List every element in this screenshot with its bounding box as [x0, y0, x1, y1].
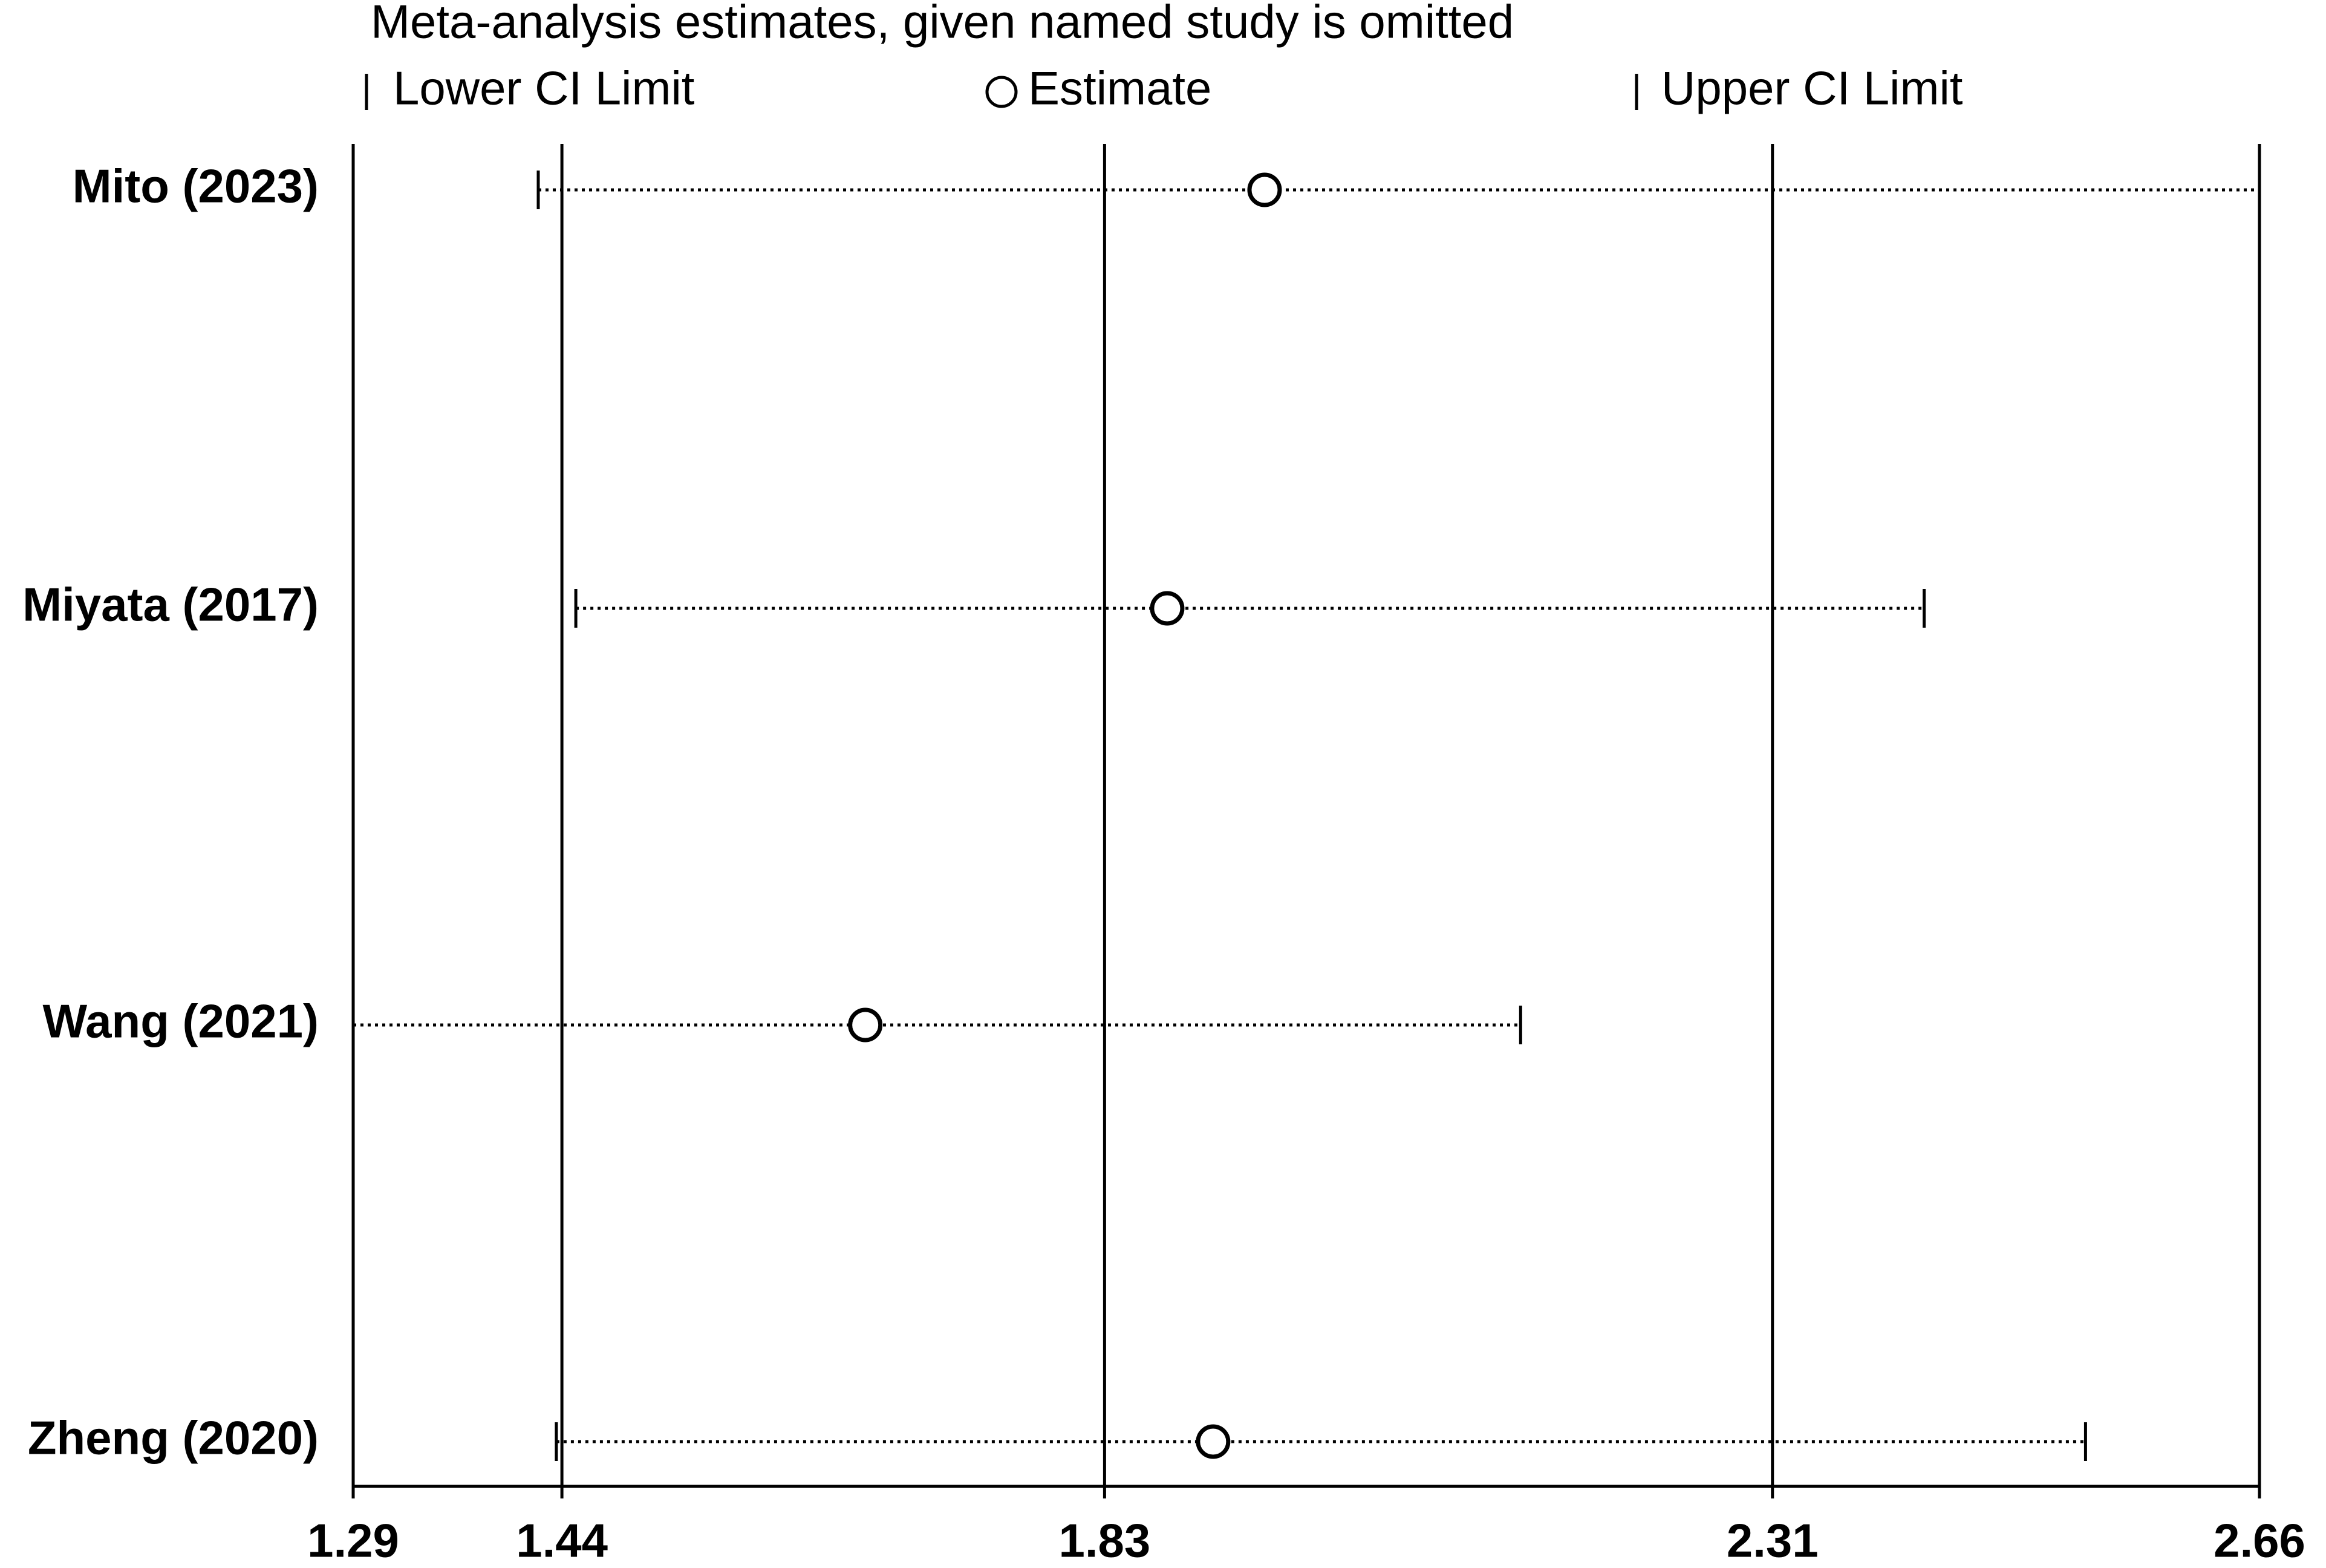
y-tick-label: Mito (2023) — [73, 160, 319, 213]
x-tick-label: 2.31 — [1727, 1514, 1819, 1567]
x-tick-label: 1.44 — [516, 1514, 608, 1567]
estimate — [1150, 591, 1185, 626]
legend-label: Lower CI Limit — [393, 62, 695, 115]
y-tick-label: Zheng (2020) — [28, 1411, 319, 1465]
estimate — [848, 1007, 883, 1043]
x-tick-label: 1.29 — [307, 1514, 399, 1567]
x-tick-label: 1.83 — [1058, 1514, 1150, 1567]
y-tick-label: Miyata (2017) — [22, 578, 319, 631]
y-tick-label: Wang (2021) — [42, 995, 319, 1048]
legend-label: Upper CI Limit — [1661, 62, 1963, 115]
estimate — [1247, 172, 1282, 207]
estimate — [1196, 1424, 1231, 1459]
legend-label: Estimate — [1028, 62, 1211, 115]
chart-title: Meta-analysis estimates, given named stu… — [371, 0, 1514, 48]
x-tick-label: 2.66 — [2214, 1514, 2305, 1567]
legend-marker — [985, 76, 1018, 108]
